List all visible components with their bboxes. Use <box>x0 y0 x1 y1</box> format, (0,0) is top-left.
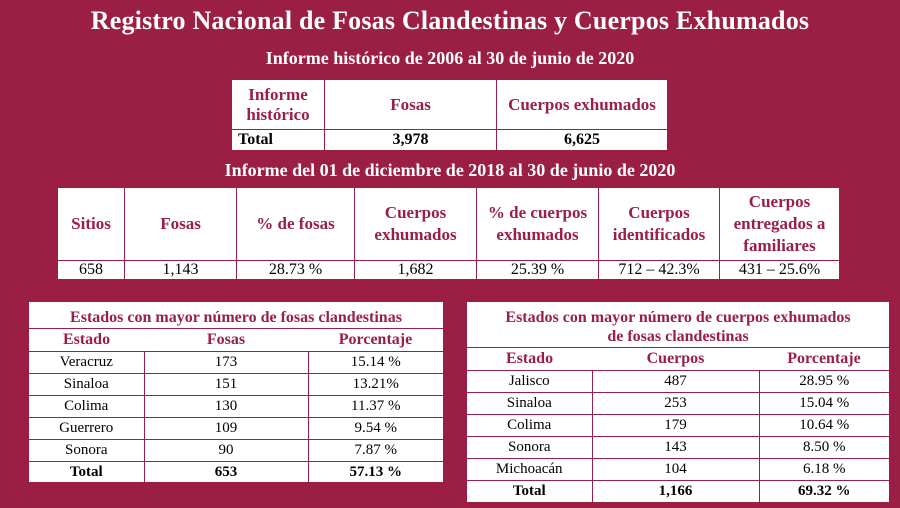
state-percent: 28.95 % <box>758 370 889 393</box>
header-pct-fosas: % de fosas <box>236 187 355 261</box>
header-pct-cuerpos: % de cuerpos exhumados <box>476 187 599 261</box>
state-percent: 15.14 % <box>307 351 443 374</box>
value-cuerpos-exhumados: 1,682 <box>354 260 477 280</box>
state-name: Veracruz <box>29 351 145 374</box>
header-fosas: Fosas <box>324 79 497 130</box>
total-label: Total <box>29 461 145 483</box>
state-percent: 11.37 % <box>307 395 443 418</box>
state-value: 143 <box>591 436 760 459</box>
state-name: Guerrero <box>29 417 145 440</box>
state-value: 130 <box>143 395 309 418</box>
total-label: Total <box>231 129 325 151</box>
total-value: 1,166 <box>591 480 760 502</box>
fosas-by-state-panel: Estados con mayor número de fosas clande… <box>29 302 443 483</box>
table-row: Sinaloa 151 13.21% <box>29 373 443 396</box>
value-fosas: 1,143 <box>124 260 237 280</box>
value-sitios: 658 <box>57 260 125 280</box>
header-cuerpos-exhumados: Cuerpos exhumados <box>354 187 477 261</box>
state-name: Sonora <box>467 436 593 459</box>
table-row: Veracruz 173 15.14 % <box>29 351 443 374</box>
header-estado: Estado <box>467 348 592 371</box>
state-value: 179 <box>591 414 760 437</box>
state-value: 104 <box>591 458 760 481</box>
state-percent: 6.18 % <box>758 458 889 481</box>
header-informe-historico: Informe histórico <box>231 79 325 130</box>
historic-table: Informe histórico Fosas Cuerpos exhumado… <box>231 79 668 151</box>
recent-subtitle: Informe del 01 de diciembre de 2018 al 3… <box>224 160 676 180</box>
value-pct-cuerpos: 25.39 % <box>476 260 599 280</box>
total-row: Total 653 57.13 % <box>29 461 443 483</box>
header-porcentaje: Porcentaje <box>308 329 443 352</box>
state-name: Jalisco <box>467 370 593 393</box>
state-value: 109 <box>143 417 309 440</box>
cuerpos-by-state-panel: Estados con mayor número de cuerpos exhu… <box>467 302 889 502</box>
total-fosas: 3,978 <box>324 129 497 151</box>
state-percent: 7.87 % <box>307 439 443 462</box>
table-row: Sonora 90 7.87 % <box>29 439 443 462</box>
page-title: Registro Nacional de Fosas Clandestinas … <box>90 6 810 35</box>
cuerpos-table: Estado Cuerpos Porcentaje Jalisco 487 28… <box>467 348 889 502</box>
fosas-table: Estado Fosas Porcentaje Veracruz 173 15.… <box>29 329 443 483</box>
state-percent: 8.50 % <box>758 436 889 459</box>
fosas-table-title: Estados con mayor número de fosas clande… <box>29 302 443 329</box>
state-value: 173 <box>143 351 309 374</box>
header-porcentaje: Porcentaje <box>759 348 889 371</box>
header-cuerpos-entregados: Cuerpos entregados a familiares <box>719 187 840 261</box>
cuerpos-table-title: Estados con mayor número de cuerpos exhu… <box>467 302 889 348</box>
value-cuerpos-identificados: 712 – 42.3% <box>598 260 720 280</box>
state-percent: 15.04 % <box>758 392 889 415</box>
header-fosas: Fosas <box>124 187 237 261</box>
header-cuerpos-identificados: Cuerpos identificados <box>598 187 720 261</box>
state-percent: 13.21% <box>307 373 443 396</box>
recent-table: Sitios Fosas % de fosas Cuerpos exhumado… <box>57 187 840 280</box>
value-cuerpos-entregados: 431 – 25.6% <box>719 260 840 280</box>
state-value: 487 <box>591 370 760 393</box>
table-row: Jalisco 487 28.95 % <box>467 370 889 393</box>
total-percent: 57.13 % <box>307 461 443 483</box>
header-sitios: Sitios <box>57 187 125 261</box>
header-cuerpos: Cuerpos <box>592 348 759 371</box>
state-name: Sinaloa <box>467 392 593 415</box>
historic-subtitle: Informe histórico de 2006 al 30 de junio… <box>265 48 635 68</box>
table-row: Sinaloa 253 15.04 % <box>467 392 889 415</box>
state-name: Sinaloa <box>29 373 145 396</box>
table-row: Colima 130 11.37 % <box>29 395 443 418</box>
state-value: 151 <box>143 373 309 396</box>
state-name: Colima <box>29 395 145 418</box>
value-pct-fosas: 28.73 % <box>236 260 355 280</box>
header-fosas: Fosas <box>144 329 308 352</box>
total-row: Total 1,166 69.32 % <box>467 480 889 502</box>
table-row: Colima 179 10.64 % <box>467 414 889 437</box>
total-value: 653 <box>143 461 309 483</box>
state-percent: 10.64 % <box>758 414 889 437</box>
state-name: Michoacán <box>467 458 593 481</box>
header-cuerpos-exhumados: Cuerpos exhumados <box>496 79 668 130</box>
total-cuerpos: 6,625 <box>496 129 668 151</box>
state-value: 90 <box>143 439 309 462</box>
total-label: Total <box>467 480 593 502</box>
table-row: Michoacán 104 6.18 % <box>467 458 889 481</box>
table-row: Sonora 143 8.50 % <box>467 436 889 459</box>
table-row: Guerrero 109 9.54 % <box>29 417 443 440</box>
state-value: 253 <box>591 392 760 415</box>
state-name: Sonora <box>29 439 145 462</box>
state-percent: 9.54 % <box>307 417 443 440</box>
total-percent: 69.32 % <box>758 480 889 502</box>
state-name: Colima <box>467 414 593 437</box>
header-estado: Estado <box>29 329 144 352</box>
